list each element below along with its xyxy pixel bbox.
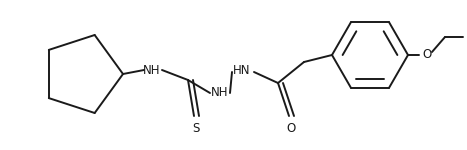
Text: NH: NH — [143, 63, 161, 76]
Text: NH: NH — [211, 87, 229, 99]
Text: O: O — [422, 48, 432, 62]
Text: O: O — [286, 122, 296, 135]
Text: S: S — [192, 122, 200, 135]
Text: HN: HN — [233, 63, 251, 76]
